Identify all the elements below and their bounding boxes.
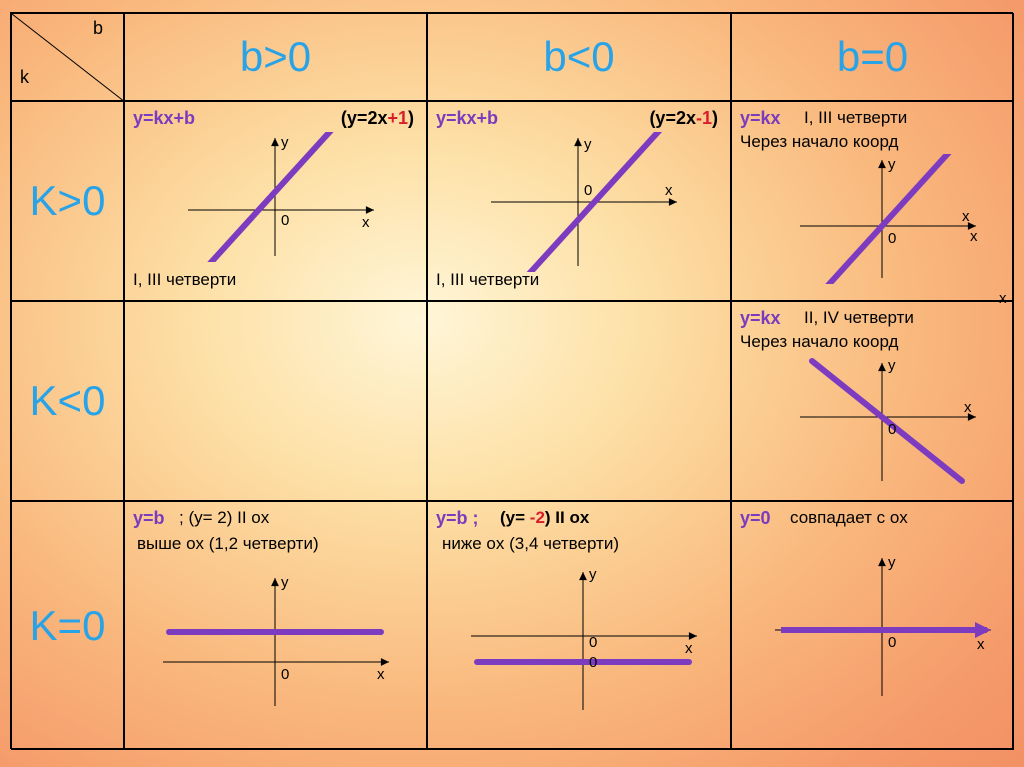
y-label: y bbox=[281, 574, 289, 591]
x-label: x bbox=[377, 666, 385, 683]
cell-kpos-bpos: y=kx+b (y=2x+1) y x 0 I, III четверти bbox=[124, 101, 427, 301]
y-label: y bbox=[589, 566, 597, 583]
example: (y= -2) II ox bbox=[500, 508, 589, 528]
cell-kneg-bzero: y=kx II, IV четверти Через начало коорд … bbox=[731, 301, 1014, 501]
row-header-0: K>0 bbox=[11, 101, 124, 301]
row-header-2: K=0 bbox=[11, 501, 124, 750]
y-label: y bbox=[888, 156, 896, 173]
quadrants: II, IV четверти bbox=[804, 308, 914, 328]
formula: y=kx bbox=[740, 108, 781, 129]
origin: 0 bbox=[584, 182, 592, 199]
row-header-text: K=0 bbox=[30, 602, 106, 650]
y-label: y bbox=[281, 134, 289, 151]
formula: y=kx+b bbox=[436, 108, 498, 129]
col-header-text: b=0 bbox=[837, 33, 908, 81]
formula: y=b ; bbox=[436, 508, 479, 529]
cell-kneg-bneg bbox=[427, 301, 731, 501]
example: (y=2x-1) bbox=[649, 108, 718, 129]
above-ox: выше ox (1,2 четверти) bbox=[137, 534, 319, 554]
cell-kzero-bzero: y=0 совпадает с ox y x 0 bbox=[731, 501, 1014, 750]
quadrants: I, III четверти bbox=[436, 270, 539, 290]
x-label: x bbox=[977, 636, 985, 653]
cell-kzero-bneg: y=b ; (y= -2) II ox ниже ox (3,4 четверт… bbox=[427, 501, 731, 750]
formula: y=0 bbox=[740, 508, 771, 529]
col-header-text: b>0 bbox=[240, 33, 311, 81]
x-label: x bbox=[665, 182, 673, 199]
graph: y x 0 0 bbox=[463, 566, 703, 716]
graph: y x 0 bbox=[767, 552, 997, 702]
y-label: y bbox=[584, 136, 592, 153]
below-ox: ниже ox (3,4 четверти) bbox=[442, 534, 619, 554]
example: ; (y= 2) II ox bbox=[179, 508, 269, 528]
origin: 0 bbox=[589, 634, 597, 651]
origin: 0 bbox=[281, 212, 289, 229]
origin: 0 bbox=[888, 230, 896, 247]
corner-k-label: k bbox=[20, 67, 29, 88]
row-header-text: K>0 bbox=[30, 177, 106, 225]
graph: y x 0 bbox=[155, 572, 395, 712]
row-header-1: K<0 bbox=[11, 301, 124, 501]
corner-b-label: b bbox=[93, 18, 103, 39]
x-label: x bbox=[964, 399, 972, 416]
cell-kpos-bzero: y=kx I, III четверти Через начало коорд … bbox=[731, 101, 1014, 301]
cell-kneg-bpos bbox=[124, 301, 427, 501]
origin: 0 bbox=[281, 666, 289, 683]
col-header-2: b=0 bbox=[731, 13, 1014, 101]
through-origin: Через начало коорд bbox=[740, 132, 898, 152]
col-header-text: b<0 bbox=[543, 33, 614, 81]
origin: 0 bbox=[888, 634, 896, 651]
quadrants: I, III четверти bbox=[804, 108, 907, 128]
example: (y=2x+1) bbox=[341, 108, 414, 129]
row-header-text: K<0 bbox=[30, 377, 106, 425]
quadrants: I, III четверти bbox=[133, 270, 236, 290]
cell-kzero-bpos: y=b ; (y= 2) II ox выше ox (1,2 четверти… bbox=[124, 501, 427, 750]
graph: y x x 0 bbox=[792, 154, 982, 284]
origin-2: 0 bbox=[589, 654, 597, 671]
coincides: совпадает с ox bbox=[790, 508, 908, 528]
col-header-0: b>0 bbox=[124, 13, 427, 101]
cell-kpos-bneg: y=kx+b (y=2x-1) y x 0 I, III четверти bbox=[427, 101, 731, 301]
x-label: x bbox=[362, 214, 370, 231]
x-label: x bbox=[962, 208, 970, 225]
stray-x-label: x bbox=[999, 290, 1007, 307]
y-label: y bbox=[888, 357, 896, 374]
origin: 0 bbox=[888, 421, 896, 438]
y-label: y bbox=[888, 554, 896, 571]
x-label-2: x bbox=[970, 228, 978, 245]
graph: y x 0 bbox=[792, 357, 982, 487]
x-label: x bbox=[685, 640, 693, 657]
formula: y=kx bbox=[740, 308, 781, 329]
formula: y=kx+b bbox=[133, 108, 195, 129]
corner-cell: bk bbox=[11, 13, 124, 101]
graph: y x 0 bbox=[483, 132, 683, 272]
graph: y x 0 bbox=[180, 132, 380, 262]
through-origin: Через начало коорд bbox=[740, 332, 898, 352]
formula: y=b bbox=[133, 508, 165, 529]
col-header-1: b<0 bbox=[427, 13, 731, 101]
